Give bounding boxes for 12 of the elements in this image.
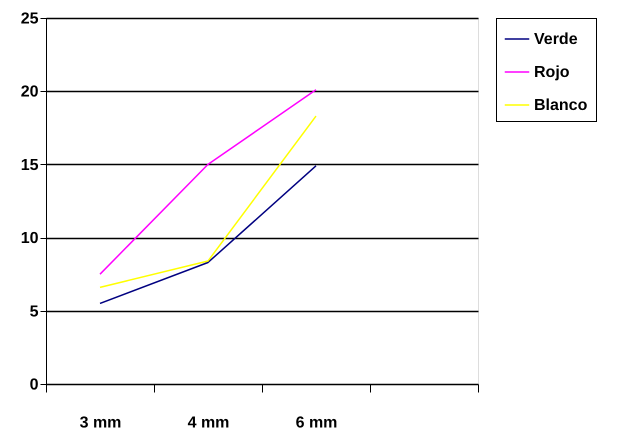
x-tick-label: 3 mm [80, 414, 122, 432]
x-tick-label: 6 mm [296, 414, 338, 432]
x-tick-label: 4 mm [188, 414, 230, 432]
y-tick-label: 10 [20, 230, 39, 248]
y-tick-label: 25 [20, 10, 39, 28]
y-tick-label: 0 [30, 376, 39, 394]
y-tick-label: 15 [20, 156, 39, 174]
y-tick-label: 5 [30, 303, 39, 320]
y-tick-label: 20 [20, 84, 39, 101]
legend-label: Rojo [534, 64, 570, 81]
legend-label: Verde [534, 31, 578, 48]
legend-label: Blanco [534, 97, 588, 114]
